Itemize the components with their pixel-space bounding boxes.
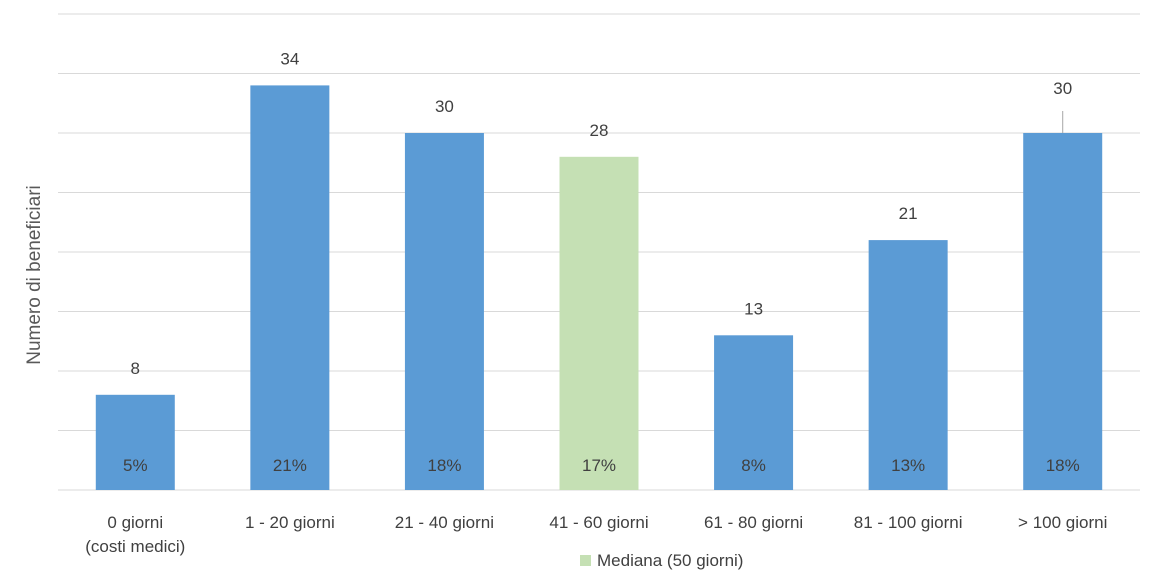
- value-label: 13: [744, 299, 763, 318]
- x-tick-label: (costi medici): [85, 537, 185, 556]
- percent-label: 18%: [427, 456, 461, 475]
- bar: [559, 156, 639, 491]
- value-label: 30: [435, 97, 454, 116]
- percent-label: 13%: [891, 456, 925, 475]
- percent-label: 5%: [123, 456, 148, 475]
- bar: [714, 335, 794, 490]
- value-label: 8: [131, 359, 140, 378]
- bar: [404, 133, 484, 490]
- bars: [95, 85, 1103, 491]
- data-labels: 8 5% 34 21% 30 18% 28 17% 13 8% 21 13% 30 18%: [123, 49, 1080, 475]
- x-tick-label: 41 - 60 giorni: [549, 513, 648, 532]
- x-tick-label: 21 - 40 giorni: [395, 513, 494, 532]
- legend: Mediana (50 giorni): [580, 551, 743, 570]
- bar: [868, 240, 948, 490]
- x-tick-label: 61 - 80 giorni: [704, 513, 803, 532]
- value-label: 30: [1053, 79, 1072, 98]
- bar: [250, 85, 330, 491]
- x-tick-labels: 0 giorni (costi medici) 1 - 20 giorni 21 - …: [85, 513, 1107, 556]
- percent-label: 17%: [582, 456, 616, 475]
- value-label: 34: [280, 49, 299, 68]
- x-tick-label: > 100 giorni: [1018, 513, 1107, 532]
- percent-label: 21%: [273, 456, 307, 475]
- percent-label: 8%: [741, 456, 766, 475]
- x-tick-label: 1 - 20 giorni: [245, 513, 335, 532]
- percent-label: 18%: [1046, 456, 1080, 475]
- y-axis-label: Numero di beneficiari: [24, 185, 45, 365]
- legend-label: Mediana (50 giorni): [597, 551, 743, 570]
- value-label: 21: [899, 204, 918, 223]
- bar: [95, 394, 175, 490]
- value-label: 28: [590, 121, 609, 140]
- x-tick-label: 81 - 100 giorni: [854, 513, 963, 532]
- x-tick-label: 0 giorni: [107, 513, 163, 532]
- legend-swatch: [580, 555, 591, 566]
- bar: [1023, 133, 1103, 490]
